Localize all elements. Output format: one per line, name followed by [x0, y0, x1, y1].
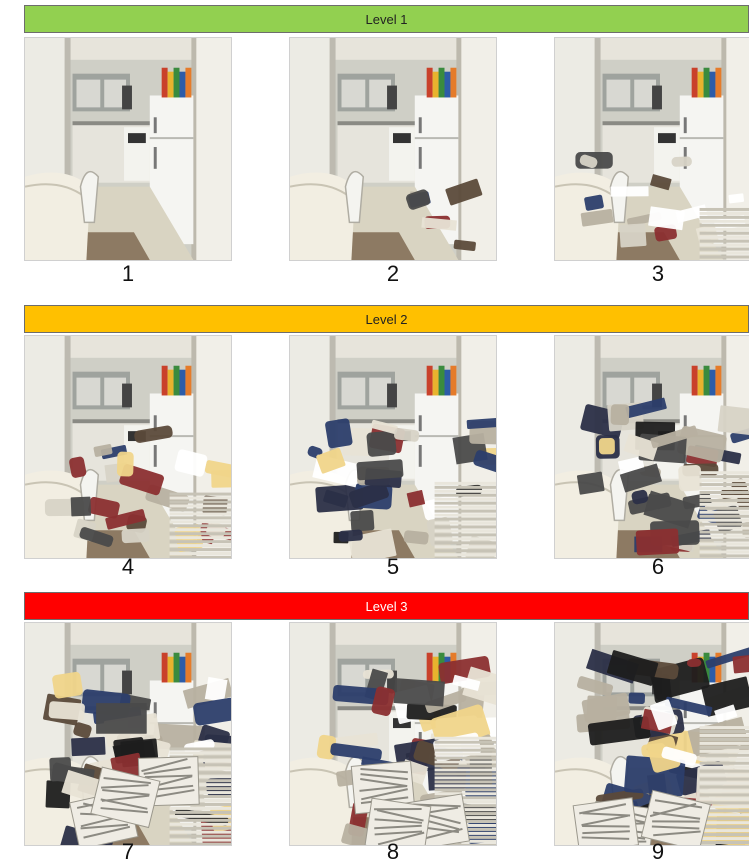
level-2-label: Level 2: [366, 312, 408, 327]
kitchen-scene: [555, 336, 749, 558]
clutter-photo-9: [554, 622, 749, 846]
level-2-banner: Level 2: [24, 305, 749, 333]
photo-number-2: 2: [378, 263, 408, 285]
level-1-banner: Level 1: [24, 5, 749, 33]
clutter-photo-1: [24, 37, 232, 261]
kitchen-scene: [290, 38, 496, 260]
photo-number-3: 3: [643, 263, 673, 285]
kitchen-scene: [25, 623, 231, 845]
kitchen-scene: [555, 38, 749, 260]
clutter-photo-8: [289, 622, 497, 846]
clutter-photo-5: [289, 335, 497, 559]
clutter-photo-3: [554, 37, 749, 261]
clutter-photo-2: [289, 37, 497, 261]
kitchen-scene: [25, 336, 231, 558]
photo-number-4: 4: [113, 556, 143, 578]
kitchen-scene: [555, 623, 749, 845]
photo-number-7: 7: [113, 841, 143, 863]
photo-number-6: 6: [643, 556, 673, 578]
level-3-banner: Level 3: [24, 592, 749, 620]
clutter-photo-4: [24, 335, 232, 559]
kitchen-scene: [25, 38, 231, 260]
kitchen-scene: [290, 623, 496, 845]
photo-number-1: 1: [113, 263, 143, 285]
photo-number-5: 5: [378, 556, 408, 578]
clutter-photo-6: [554, 335, 749, 559]
level-1-label: Level 1: [366, 12, 408, 27]
kitchen-scene: [290, 336, 496, 558]
clutter-photo-7: [24, 622, 232, 846]
photo-number-8: 8: [378, 841, 408, 863]
photo-number-9: 9: [643, 841, 673, 863]
level-3-label: Level 3: [366, 599, 408, 614]
